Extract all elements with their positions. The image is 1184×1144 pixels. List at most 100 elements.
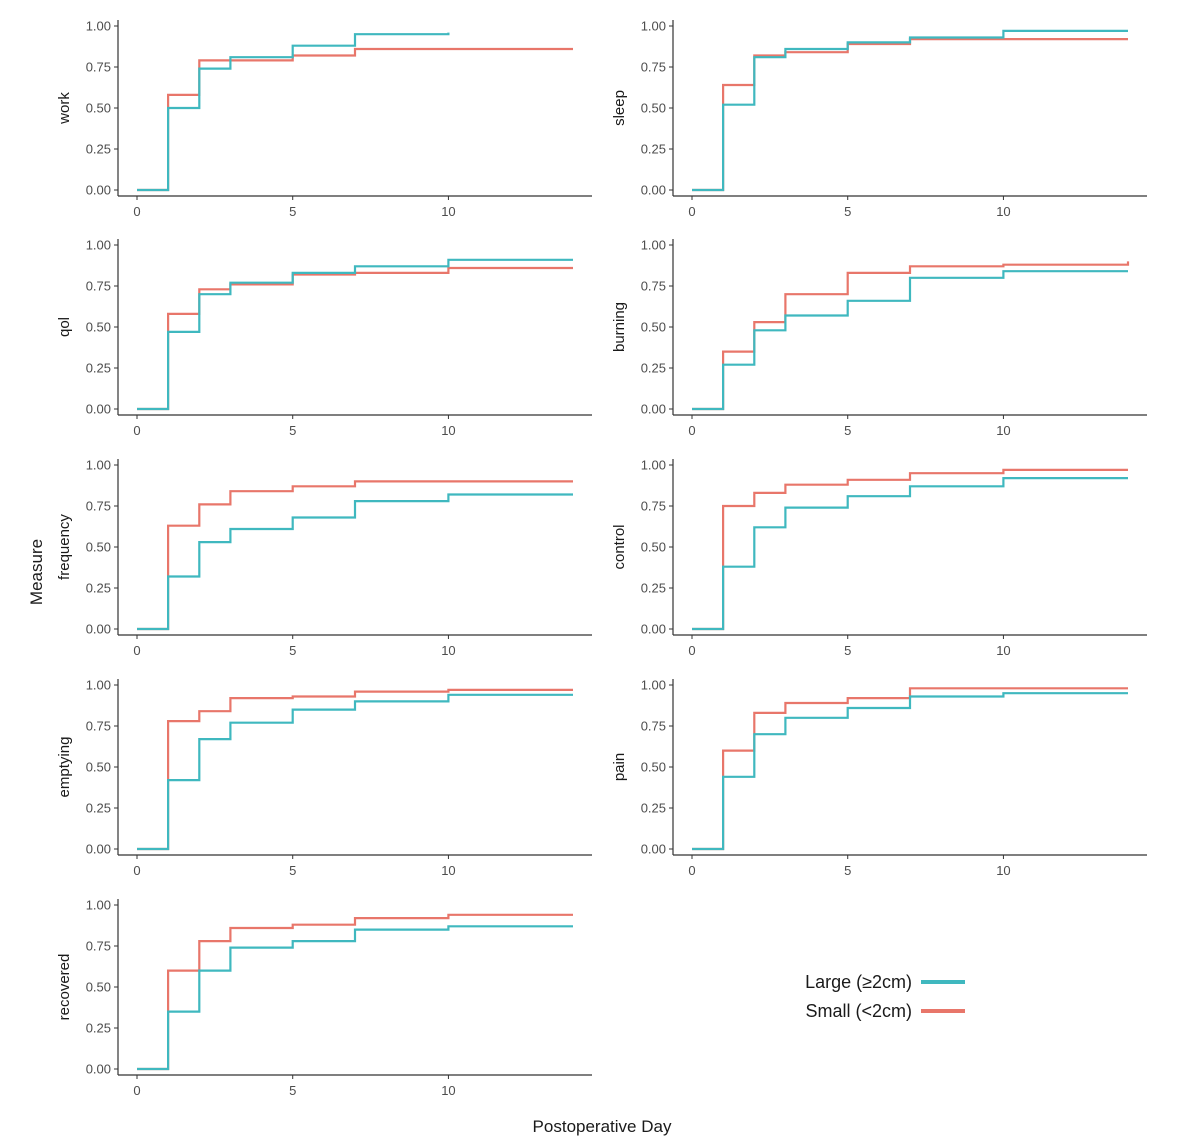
x-tick-label: 0 xyxy=(688,643,695,658)
y-tick-label: 0.75 xyxy=(86,60,111,75)
x-tick-label: 10 xyxy=(441,423,455,438)
x-tick-label: 10 xyxy=(996,423,1010,438)
y-tick-label: 0.00 xyxy=(641,842,666,857)
series-small-step-line xyxy=(137,480,573,631)
panel-work: 0.00 0.25 0.50 0.75 1.00 0 5 10 work xyxy=(56,19,592,219)
y-tick-label: 0.00 xyxy=(641,183,666,198)
y-tick-label: 0.50 xyxy=(641,760,666,775)
x-tick-label: 5 xyxy=(844,863,851,878)
y-tick-label: 0.25 xyxy=(641,581,666,596)
x-tick-label: 10 xyxy=(996,863,1010,878)
panel-label: pain xyxy=(611,753,628,781)
y-tick-label: 1.00 xyxy=(641,458,666,473)
x-tick-label: 5 xyxy=(289,204,296,219)
panel-label: control xyxy=(611,524,628,569)
series-large-step-line xyxy=(692,270,1128,411)
x-tick-label: 10 xyxy=(996,204,1010,219)
y-tick-label: 0.75 xyxy=(86,499,111,514)
series-small-step-line xyxy=(137,47,573,192)
y-tick-label: 0.50 xyxy=(86,320,111,335)
chart-panels: 0.00 0.25 0.50 0.75 1.00 0 5 10 work 0.00 0.25 0.50… xyxy=(56,19,1147,1098)
y-tick-label: 0.00 xyxy=(641,402,666,417)
y-tick-label: 0.50 xyxy=(86,101,111,116)
panel-label: frequency xyxy=(56,514,73,580)
y-tick-label: 0.50 xyxy=(86,980,111,995)
y-tick-label: 0.75 xyxy=(641,60,666,75)
x-tick-label: 10 xyxy=(441,204,455,219)
series-large-step-line xyxy=(692,477,1128,631)
y-tick-label: 1.00 xyxy=(86,19,111,34)
series-large-step-line xyxy=(137,925,573,1071)
y-tick-label: 0.00 xyxy=(86,1062,111,1077)
y-tick-label: 0.25 xyxy=(86,801,111,816)
series-small-step-line xyxy=(137,688,573,851)
x-tick-label: 5 xyxy=(289,643,296,658)
y-tick-label: 0.00 xyxy=(86,183,111,198)
series-large-step-line xyxy=(137,693,573,851)
panel-frequency: 0.00 0.25 0.50 0.75 1.00 0 5 10 frequency xyxy=(56,458,592,658)
y-tick-label: 0.75 xyxy=(641,279,666,294)
x-tick-label: 0 xyxy=(133,863,140,878)
panel-label: burning xyxy=(611,302,628,352)
x-tick-label: 10 xyxy=(441,1083,455,1098)
series-large-step-line xyxy=(692,692,1128,851)
y-tick-label: 0.50 xyxy=(641,320,666,335)
series-small-step-line xyxy=(137,266,573,411)
y-tick-label: 0.25 xyxy=(86,142,111,157)
panel-label: emptying xyxy=(56,737,73,798)
y-tick-label: 0.50 xyxy=(86,760,111,775)
y-tick-label: 0.00 xyxy=(86,842,111,857)
x-tick-label: 0 xyxy=(133,423,140,438)
y-tick-label: 1.00 xyxy=(86,458,111,473)
x-tick-label: 0 xyxy=(688,204,695,219)
x-tick-label: 10 xyxy=(996,643,1010,658)
x-tick-label: 10 xyxy=(441,863,455,878)
panel-control: 0.00 0.25 0.50 0.75 1.00 0 5 10 control xyxy=(611,458,1147,658)
y-tick-label: 1.00 xyxy=(86,898,111,913)
y-tick-label: 0.50 xyxy=(641,540,666,555)
y-tick-label: 0.25 xyxy=(86,361,111,376)
y-tick-label: 0.25 xyxy=(86,1021,111,1036)
x-tick-label: 5 xyxy=(844,204,851,219)
panel-pain: 0.00 0.25 0.50 0.75 1.00 0 5 10 pain xyxy=(611,678,1147,878)
x-tick-label: 5 xyxy=(289,863,296,878)
y-tick-label: 0.75 xyxy=(641,499,666,514)
series-small-step-line xyxy=(692,468,1128,631)
series-small-step-line xyxy=(692,38,1128,192)
x-tick-label: 0 xyxy=(133,643,140,658)
y-tick-label: 0.25 xyxy=(641,361,666,376)
x-tick-label: 0 xyxy=(688,863,695,878)
series-small-step-line xyxy=(692,261,1130,411)
y-tick-label: 0.75 xyxy=(86,939,111,954)
x-tick-label: 0 xyxy=(133,1083,140,1098)
x-tick-label: 5 xyxy=(844,643,851,658)
y-tick-label: 0.75 xyxy=(641,719,666,734)
y-tick-label: 0.25 xyxy=(86,581,111,596)
legend: Large (≥2cm) Small (<2cm) xyxy=(805,972,965,1021)
y-tick-label: 0.00 xyxy=(86,622,111,637)
y-axis-title: Measure xyxy=(27,539,46,605)
panel-label: work xyxy=(56,92,73,125)
panel-recovered: 0.00 0.25 0.50 0.75 1.00 0 5 10 recovered xyxy=(56,898,592,1098)
panel-label: sleep xyxy=(611,90,628,126)
y-tick-label: 1.00 xyxy=(86,678,111,693)
y-tick-label: 1.00 xyxy=(641,678,666,693)
x-tick-label: 5 xyxy=(289,423,296,438)
panel-qol: 0.00 0.25 0.50 0.75 1.00 0 5 10 qol xyxy=(56,238,592,438)
series-small-step-line xyxy=(137,913,573,1071)
panel-burning: 0.00 0.25 0.50 0.75 1.00 0 5 10 burning xyxy=(611,238,1147,438)
x-tick-label: 5 xyxy=(289,1083,296,1098)
series-large-step-line xyxy=(137,32,450,192)
legend-label-small: Small (<2cm) xyxy=(805,1001,912,1021)
series-large-step-line xyxy=(137,258,573,411)
x-tick-label: 10 xyxy=(441,643,455,658)
panel-label: recovered xyxy=(56,954,73,1021)
y-tick-label: 0.75 xyxy=(86,719,111,734)
y-tick-label: 0.00 xyxy=(641,622,666,637)
y-tick-label: 0.50 xyxy=(86,540,111,555)
x-tick-label: 0 xyxy=(688,423,695,438)
y-tick-label: 0.50 xyxy=(641,101,666,116)
x-axis-title: Postoperative Day xyxy=(533,1117,672,1136)
panel-sleep: 0.00 0.25 0.50 0.75 1.00 0 5 10 sleep xyxy=(611,19,1147,219)
